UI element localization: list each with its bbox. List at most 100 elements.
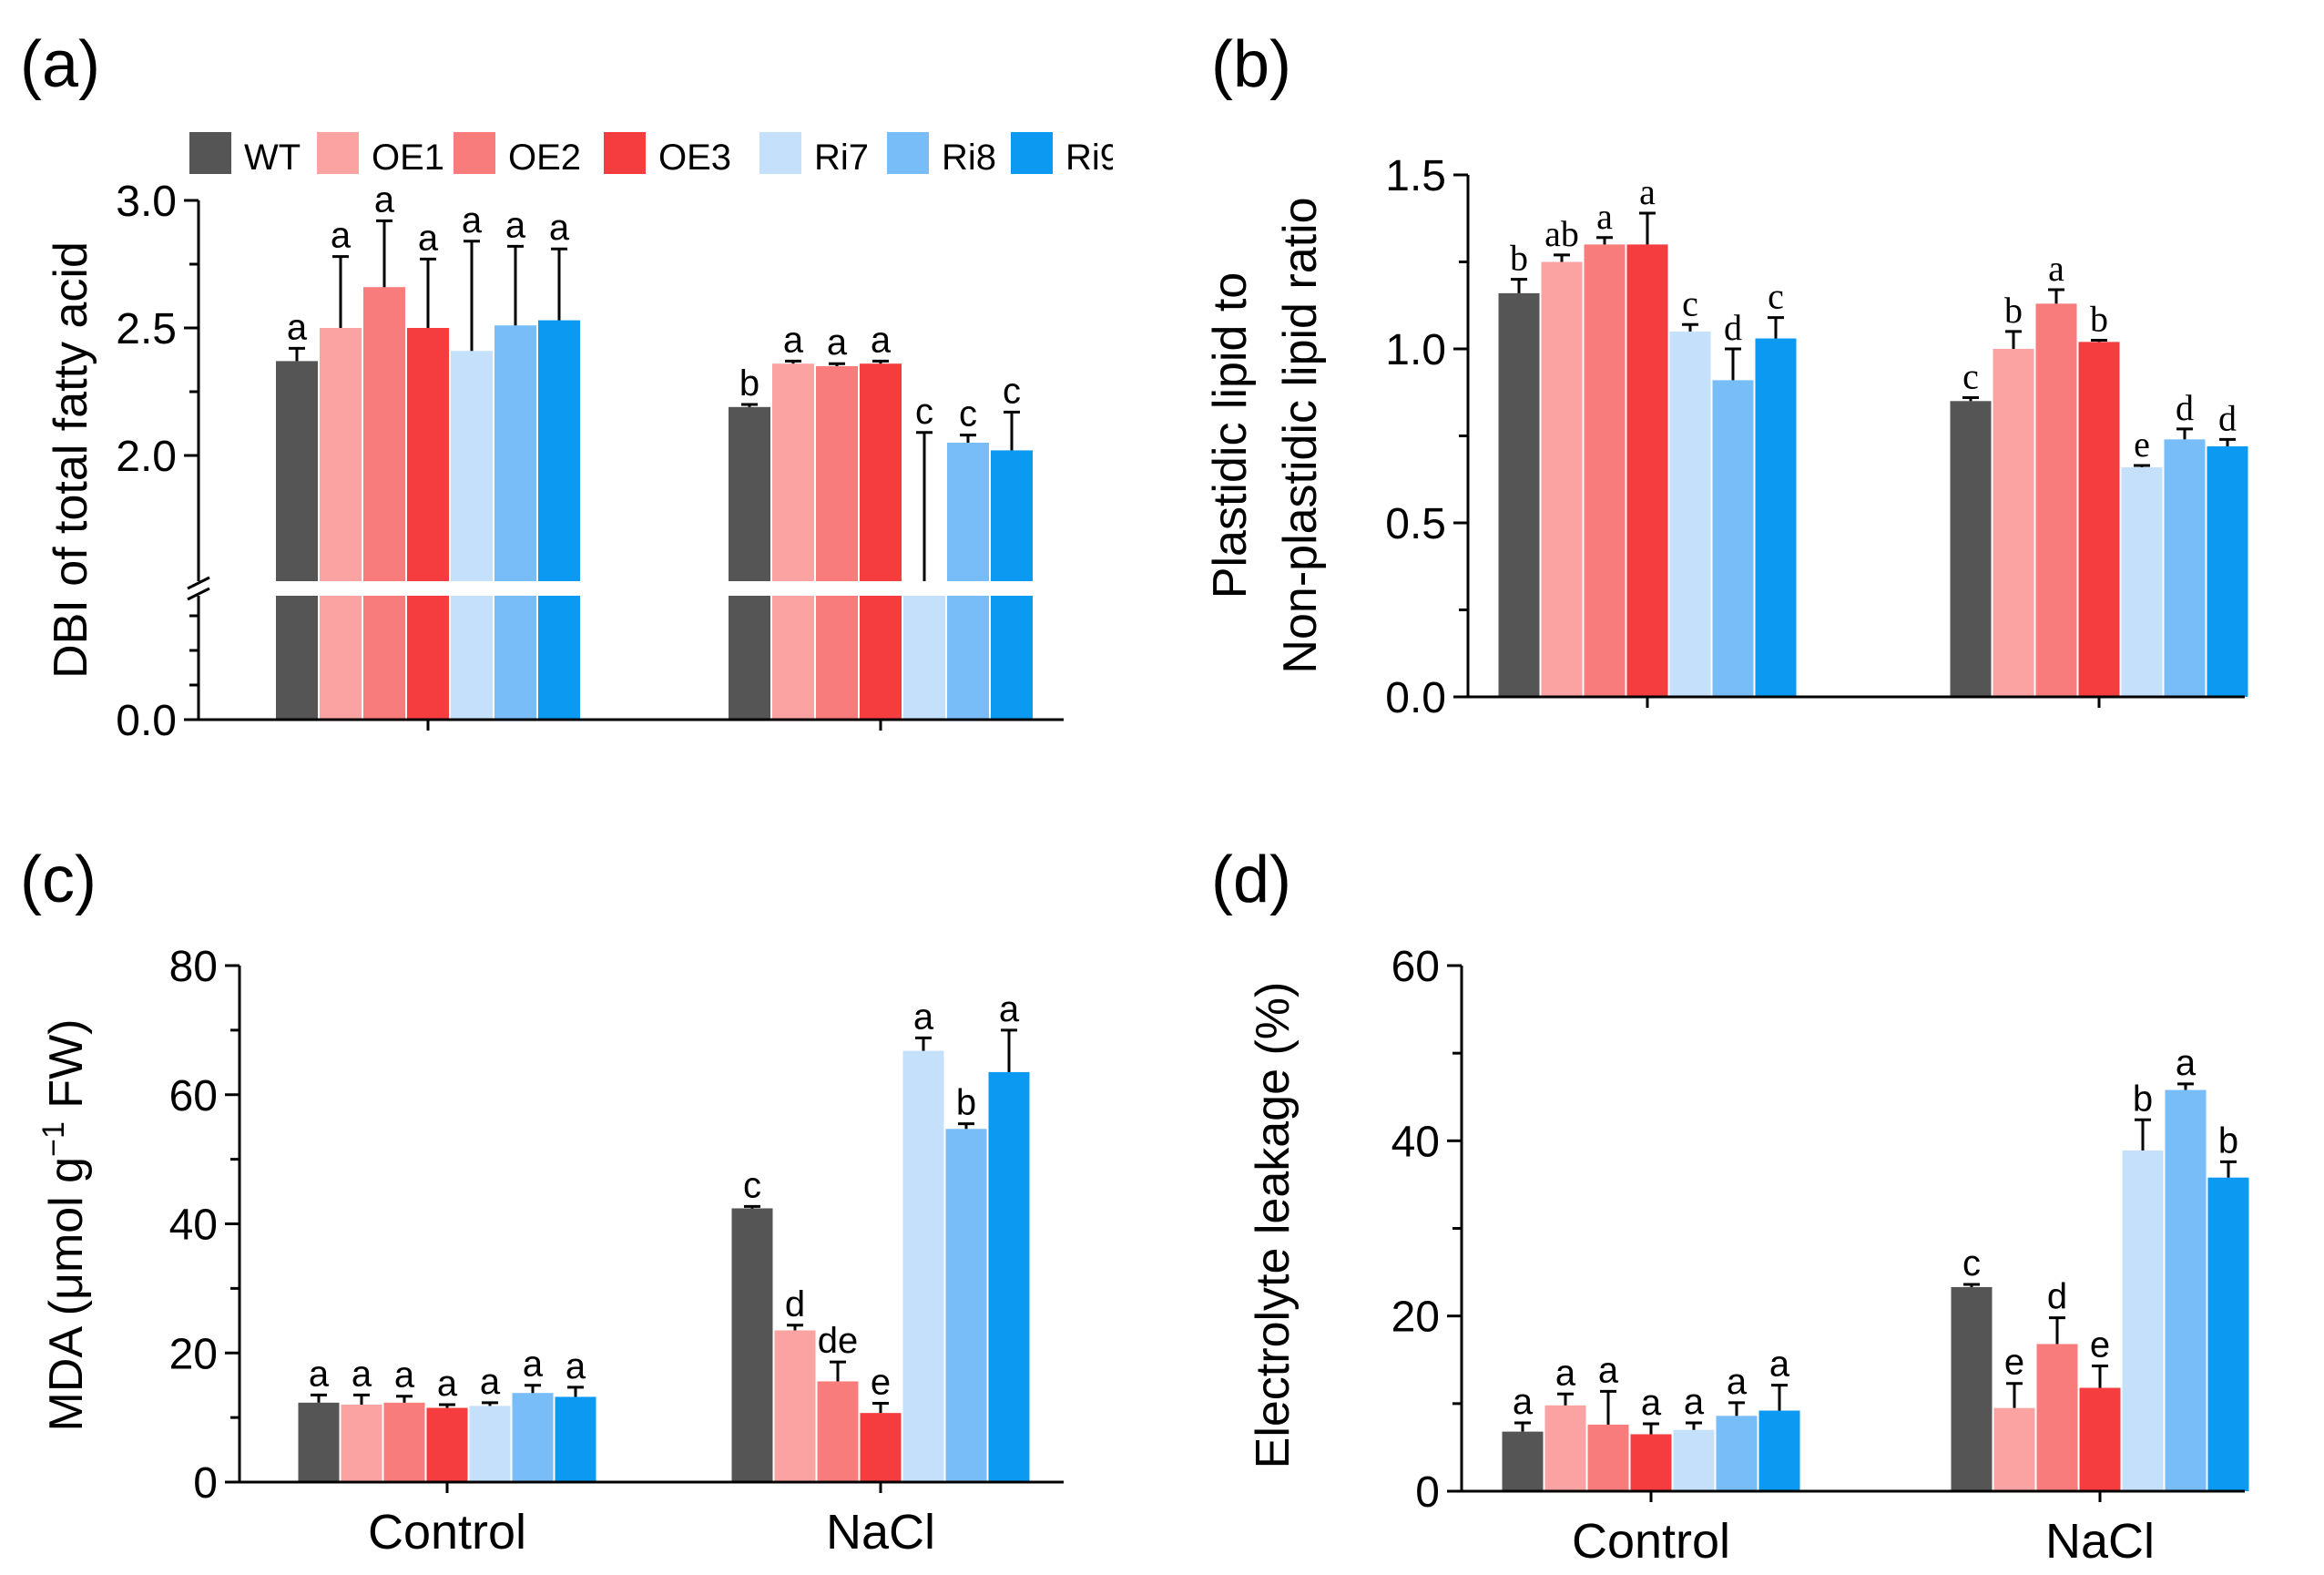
y-tick-label: 0 bbox=[193, 1459, 218, 1508]
bar-oe2 bbox=[1587, 1424, 1629, 1491]
bar-oe2 bbox=[2035, 303, 2077, 697]
significance-letter: c bbox=[1003, 371, 1021, 411]
y-tick-label: 60 bbox=[1391, 943, 1440, 991]
significance-letter: de bbox=[818, 1321, 859, 1361]
significance-letter: a bbox=[287, 307, 308, 347]
significance-letter: a bbox=[1769, 1345, 1790, 1385]
bar-ri9 bbox=[538, 320, 580, 720]
significance-letter: c bbox=[1682, 282, 1698, 323]
significance-letter: a bbox=[480, 1362, 501, 1402]
x-category-label: NaCl bbox=[2045, 1514, 2155, 1569]
panel-title: (d) bbox=[1211, 844, 1291, 916]
legend-clip bbox=[1113, 118, 1140, 191]
significance-letter: ab bbox=[1544, 213, 1579, 254]
significance-letter: a bbox=[331, 216, 352, 256]
bar-oe1 bbox=[341, 1404, 382, 1482]
significance-letter: a bbox=[437, 1364, 458, 1404]
legend: WT OE1 OE2 OE3 Ri7 Ri8 Ri9 bbox=[189, 118, 1140, 191]
axis-break-mark bbox=[187, 587, 210, 601]
significance-letter: c bbox=[959, 394, 977, 435]
significance-letter: d bbox=[785, 1284, 805, 1324]
bar-ri9 bbox=[1755, 338, 1797, 697]
bar-oe1 bbox=[774, 1330, 816, 1482]
bar-oe3 bbox=[860, 1413, 902, 1482]
bar-oe2 bbox=[383, 1402, 425, 1482]
bar-wt bbox=[1498, 292, 1540, 697]
significance-letter: a bbox=[913, 997, 934, 1037]
significance-letter: a bbox=[871, 320, 892, 360]
x-category-label: Control bbox=[368, 1505, 526, 1560]
bar-ri8 bbox=[494, 325, 536, 720]
legend-swatch-wt bbox=[189, 132, 231, 174]
significance-letter: a bbox=[1639, 171, 1656, 212]
bar-ri7 bbox=[902, 1050, 944, 1482]
y-axis-label-part: MDA (μmol g bbox=[40, 1157, 93, 1432]
y-tick-label: 1.5 bbox=[1385, 152, 1446, 200]
legend-label: OE3 bbox=[658, 138, 731, 178]
significance-letter: b bbox=[739, 363, 759, 404]
significance-letter: a bbox=[1727, 1362, 1748, 1402]
y-tick-label: 0.0 bbox=[116, 697, 177, 745]
significance-letter: a bbox=[374, 179, 395, 220]
bar-ri8 bbox=[945, 1129, 987, 1482]
legend-label: Ri9 bbox=[1065, 138, 1120, 178]
panel-title: (a) bbox=[20, 28, 100, 101]
y-tick-label: 3.0 bbox=[116, 178, 177, 226]
significance-letter: d bbox=[2176, 387, 2194, 428]
y-axis-label-part: FW) bbox=[40, 1019, 93, 1122]
bar-wt bbox=[1951, 1286, 1993, 1491]
significance-letter: a bbox=[505, 205, 526, 245]
significance-letter: e bbox=[871, 1363, 891, 1403]
bar-oe1 bbox=[1541, 261, 1583, 697]
y-tick-label: 20 bbox=[169, 1330, 218, 1378]
axis-break-band bbox=[200, 581, 1065, 596]
y-tick-label: 40 bbox=[169, 1202, 218, 1250]
y-tick-label: 60 bbox=[169, 1072, 218, 1120]
significance-letter: a bbox=[462, 200, 483, 240]
bar-oe2 bbox=[363, 287, 405, 720]
panel-d: (d)Electrolyte leakage (%) aa aa aa acedebab… bbox=[1211, 844, 2249, 1569]
bar-ri8 bbox=[1712, 380, 1754, 697]
significance-letter: c bbox=[1962, 1243, 1981, 1284]
bar-wt bbox=[729, 406, 770, 720]
bar-ri8 bbox=[512, 1393, 554, 1482]
significance-letter: d bbox=[2218, 397, 2237, 438]
bar-ri8 bbox=[2165, 1089, 2207, 1491]
significance-letter: c bbox=[1962, 355, 1979, 396]
bar-ri9 bbox=[988, 1071, 1030, 1482]
bar-oe2 bbox=[1584, 244, 1626, 697]
y-axis-label: Non-plastidic lipid ratio bbox=[1274, 197, 1327, 673]
bar-oe1 bbox=[1544, 1405, 1586, 1491]
significance-letter: a bbox=[783, 320, 804, 360]
significance-letter: c bbox=[743, 1165, 761, 1205]
bar-ri9 bbox=[555, 1396, 596, 1482]
y-tick-label: 80 bbox=[169, 943, 218, 991]
bar-wt bbox=[731, 1208, 773, 1482]
significance-letter: b bbox=[2004, 290, 2023, 331]
y-tick-label: 20 bbox=[1391, 1294, 1440, 1342]
bar-oe3 bbox=[2078, 342, 2120, 697]
legend-swatch-oe3 bbox=[604, 132, 646, 174]
y-tick-label: 0 bbox=[1415, 1468, 1440, 1517]
bar-ri8 bbox=[2164, 439, 2206, 697]
bar-oe2 bbox=[816, 366, 858, 720]
significance-letter: a bbox=[549, 208, 570, 248]
bar-ri7 bbox=[1673, 1429, 1715, 1491]
significance-letter: e bbox=[2134, 424, 2150, 465]
y-axis-label: MDA (μmol g−1 FW) bbox=[36, 1019, 93, 1432]
significance-letter: a bbox=[394, 1355, 415, 1396]
panel-title: (b) bbox=[1211, 28, 1291, 101]
bar-oe1 bbox=[1993, 1407, 2035, 1491]
significance-letter: a bbox=[1596, 196, 1613, 237]
significance-letter: b bbox=[2133, 1079, 2153, 1119]
bar-oe3 bbox=[1630, 1434, 1672, 1491]
significance-letter: a bbox=[999, 989, 1020, 1029]
bar-oe2 bbox=[2036, 1344, 2078, 1491]
significance-letter: a bbox=[2048, 248, 2064, 289]
legend-label: Ri8 bbox=[942, 138, 996, 178]
legend-swatch-oe2 bbox=[454, 132, 495, 174]
bar-wt bbox=[1950, 401, 1992, 697]
legend-label: OE2 bbox=[508, 138, 581, 178]
significance-letter: b bbox=[2090, 298, 2108, 339]
